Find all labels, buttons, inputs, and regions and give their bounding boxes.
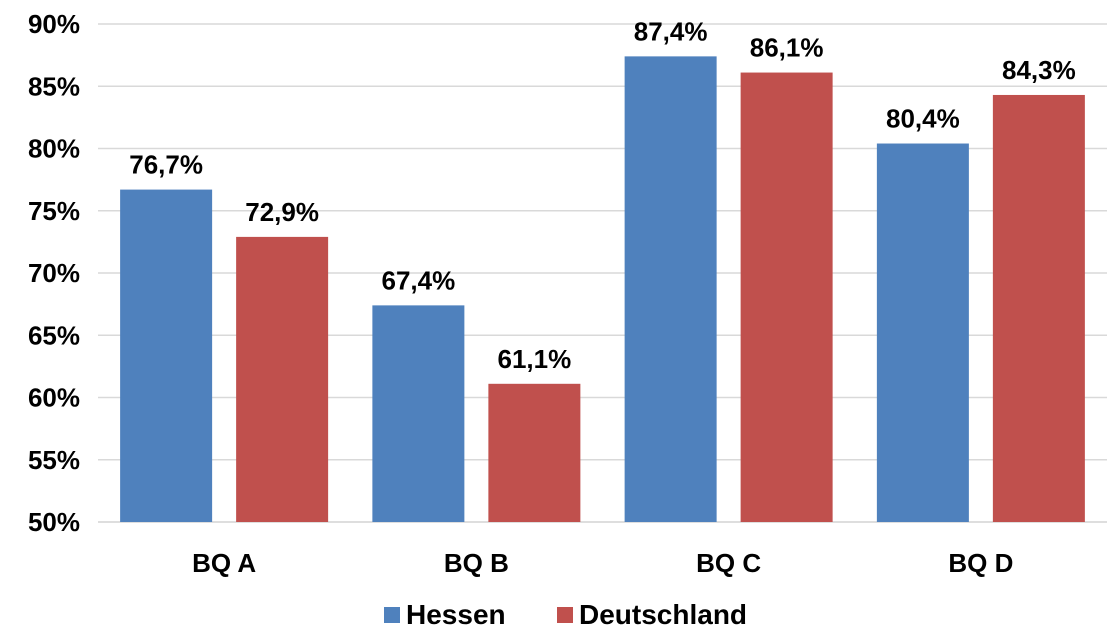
data-label: 72,9% xyxy=(245,197,319,227)
bar-deutschland-bq-c xyxy=(740,72,833,523)
data-label: 67,4% xyxy=(382,265,456,295)
data-label: 84,3% xyxy=(1002,55,1076,85)
y-tick-label: 80% xyxy=(28,134,80,164)
bar-deutschland-bq-d xyxy=(992,94,1085,522)
legend-label-hessen: Hessen xyxy=(406,599,506,630)
data-label: 61,1% xyxy=(498,344,572,374)
bar-hessen-bq-d xyxy=(876,143,969,522)
bar-hessen-bq-b xyxy=(372,305,465,522)
bars xyxy=(120,56,1085,523)
legend: Hessen Deutschland xyxy=(384,599,747,630)
y-tick-label: 75% xyxy=(28,196,80,226)
y-axis: 50% 55% 60% 65% 70% 75% 80% 85% 90% xyxy=(28,9,80,537)
bar-hessen-bq-a xyxy=(120,189,213,522)
bar-deutschland-bq-a xyxy=(236,236,329,522)
x-category-label: BQ C xyxy=(696,548,761,578)
data-labels: 76,7% 72,9% 67,4% 61,1% 87,4% 86,1% 80,4% 84,3% xyxy=(129,16,1075,373)
data-label: 76,7% xyxy=(129,150,203,180)
y-tick-label: 55% xyxy=(28,445,80,475)
bar-deutschland-bq-b xyxy=(488,383,581,522)
data-label: 87,4% xyxy=(634,16,708,46)
x-category-label: BQ A xyxy=(192,548,256,578)
x-axis: BQ A BQ B BQ C BQ D xyxy=(192,548,1013,578)
y-tick-label: 65% xyxy=(28,320,80,350)
legend-swatch-deutschland xyxy=(557,607,573,623)
legend-swatch-hessen xyxy=(384,607,400,623)
y-tick-label: 50% xyxy=(28,507,80,537)
y-tick-label: 85% xyxy=(28,71,80,101)
legend-label-deutschland: Deutschland xyxy=(579,599,747,630)
y-tick-label: 90% xyxy=(28,9,80,39)
x-category-label: BQ D xyxy=(948,548,1013,578)
x-category-label: BQ B xyxy=(444,548,509,578)
y-tick-label: 70% xyxy=(28,258,80,288)
y-tick-label: 60% xyxy=(28,383,80,413)
bar-hessen-bq-c xyxy=(624,56,717,523)
data-label: 80,4% xyxy=(886,104,960,134)
data-label: 86,1% xyxy=(750,33,824,63)
